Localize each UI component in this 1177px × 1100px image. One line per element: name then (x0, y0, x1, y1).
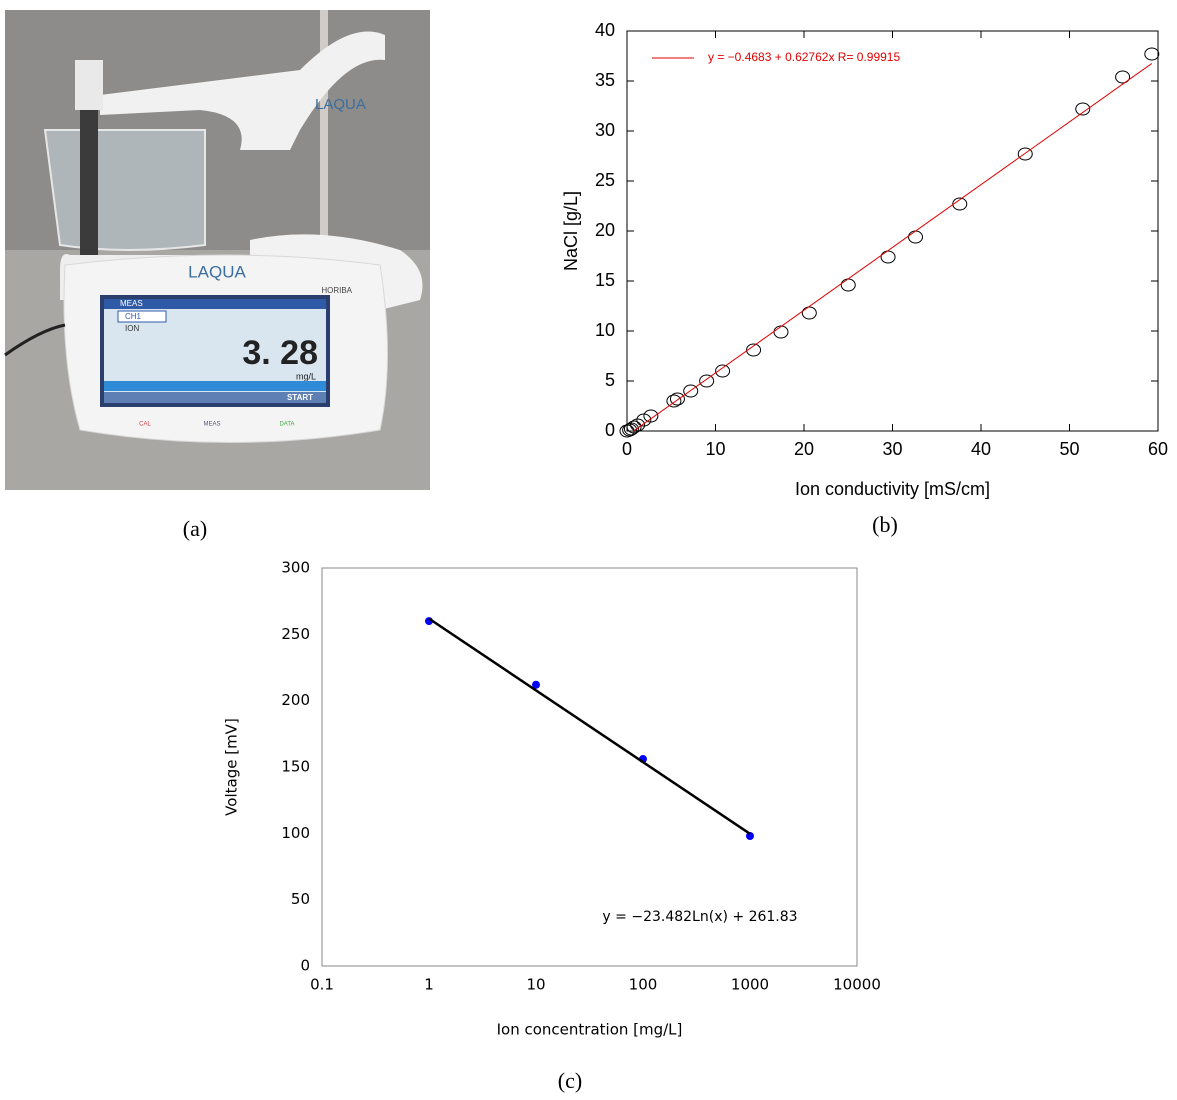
key-label: MEAS (203, 422, 220, 428)
y-tick-label: 20 (595, 220, 615, 240)
y-tick-label: 250 (281, 625, 310, 643)
x-tick-label: 60 (1148, 439, 1168, 459)
x-tick-label: 20 (794, 439, 814, 459)
x-tick-label: 10 (705, 439, 725, 459)
cable (4, 323, 66, 357)
data-point (1115, 70, 1131, 84)
data-point (683, 384, 699, 398)
photo: LAQUA LAQUA HORIBA MEAS CH1 ION 3. 28 mg… (4, 10, 430, 490)
x-tick-label: 50 (1059, 439, 1079, 459)
x-tick-label: 0.1 (310, 976, 334, 994)
x-tick-label: 1000 (731, 976, 769, 994)
y-tick-label: 15 (595, 270, 615, 290)
y-axis-label: Voltage [mV] (223, 718, 241, 816)
data-point (699, 374, 715, 388)
electrode (80, 95, 98, 255)
y-tick-label: 25 (595, 170, 615, 190)
meter-maker: HORIBA (321, 286, 352, 295)
y-tick-label: 300 (281, 559, 310, 577)
data-point (1144, 47, 1160, 61)
x-tick-label: 30 (882, 439, 902, 459)
plot-area (626, 30, 1159, 432)
screen-status: MEAS (120, 299, 143, 308)
y-tick-label: 150 (281, 758, 310, 776)
screen-button: START (287, 393, 313, 402)
data-point (630, 418, 646, 432)
annotation: y = −23.482Ln(x) + 261.83 (602, 909, 797, 925)
panel-label: (b) (872, 512, 898, 537)
y-tick-label: 0 (605, 420, 615, 440)
chart: 0 50 100 150 200 250 300 0.1 1 10 100 1000 10000 Ion … (223, 559, 881, 1039)
y-tick-label: 5 (605, 370, 615, 390)
screen-reading: 3. 28 (242, 334, 318, 372)
data-point (746, 343, 762, 357)
electrode-head (75, 60, 103, 110)
data-point (643, 409, 659, 423)
screen-unit: mg/L (296, 371, 316, 381)
screen-mode: ION (125, 324, 139, 333)
beaker (43, 129, 206, 251)
data-point (532, 680, 540, 689)
y-tick-label: 40 (595, 20, 615, 40)
data-point (626, 420, 642, 434)
x-tick-label: 1 (424, 976, 434, 994)
screen-header (104, 299, 326, 309)
y-tick-label: 200 (281, 691, 310, 709)
fit-line (633, 63, 1153, 432)
y-tick-label: 30 (595, 120, 615, 140)
data-point (715, 364, 731, 378)
panel-label: (c) (558, 1068, 582, 1093)
arm-brand: LAQUA (315, 96, 366, 113)
x-tick-label: 10 (526, 976, 545, 994)
screen-toolbar (104, 392, 326, 403)
data-point (669, 392, 685, 406)
legend-label: y = −0.4683 + 0.62762x R= 0.99915 (708, 50, 900, 64)
screen-message-bar (104, 381, 326, 391)
y-tick-label: 35 (595, 70, 615, 90)
electrode-arm (100, 31, 385, 150)
chart: 0 5 10 15 20 25 30 35 40 0 10 20 30 40 50 60 Ion conduct… (561, 20, 1168, 499)
data-point (1017, 147, 1033, 161)
x-tick-label: 0 (622, 439, 632, 459)
x-tick-label: 10000 (833, 976, 881, 994)
y-axis-label: NaCl [g/L] (561, 191, 581, 271)
y-tick-label: 10 (595, 320, 615, 340)
data-point (1075, 102, 1091, 116)
x-tick-label: 100 (629, 976, 658, 994)
data-point (622, 423, 638, 437)
stand-rod (320, 10, 328, 250)
x-tick-label: 40 (971, 439, 991, 459)
fit-line (428, 617, 751, 835)
x-axis-label: Ion conductivity [mS/cm] (795, 479, 990, 499)
y-tick-label: 0 (300, 957, 310, 975)
data-point (952, 197, 968, 211)
key-label: DATA (279, 422, 294, 428)
data-point (666, 394, 682, 408)
y-tick-label: 100 (281, 824, 310, 842)
meter-brand: LAQUA (188, 262, 246, 281)
screen-channel: CH1 (125, 312, 142, 321)
y-tick-label: 50 (291, 890, 310, 908)
panel-label: (a) (183, 516, 207, 541)
channel-box (117, 310, 167, 323)
plot-area (321, 567, 858, 967)
x-axis-label: Ion concentration [mg/L] (497, 1021, 683, 1039)
key-label: CAL (139, 422, 151, 428)
